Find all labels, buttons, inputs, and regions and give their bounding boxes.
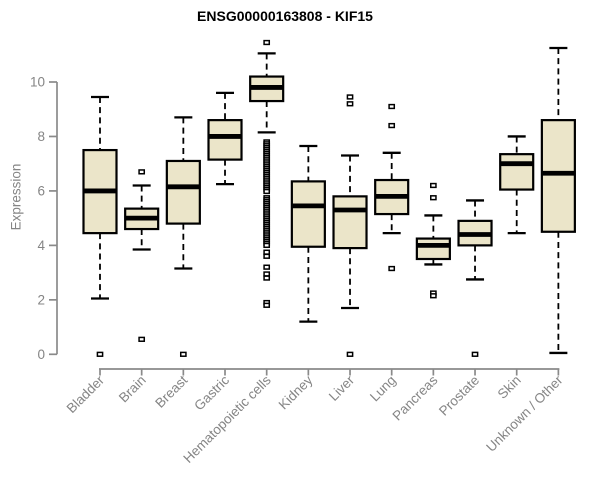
boxplot-bladder xyxy=(82,95,118,357)
x-category-label: Prostate xyxy=(436,373,482,419)
outlier-point xyxy=(388,103,396,110)
outlier-point xyxy=(388,122,396,129)
outlier-point xyxy=(430,195,437,201)
outlier-point xyxy=(471,351,479,357)
outlier-point xyxy=(263,188,271,195)
x-category-label: Bladder xyxy=(64,372,108,416)
x-category-label: Brain xyxy=(116,373,149,406)
outlier-point xyxy=(138,169,146,175)
outlier-point xyxy=(179,351,187,357)
x-category-label: Kidney xyxy=(276,372,316,412)
x-category-label: Breast xyxy=(152,372,190,410)
outlier-point xyxy=(430,293,437,299)
iqr-box xyxy=(290,180,326,248)
outlier-point xyxy=(263,242,271,249)
x-category-label: Liver xyxy=(326,372,358,404)
outlier-point xyxy=(346,101,354,107)
y-tick-label: 10 xyxy=(30,75,45,90)
outlier-point xyxy=(263,39,271,46)
outlier-point xyxy=(346,351,354,357)
boxplot-lung xyxy=(374,103,410,272)
outlier-point xyxy=(263,302,271,308)
outlier-point xyxy=(96,351,104,357)
boxplot-unknown-other xyxy=(540,46,576,355)
outlier-point xyxy=(263,264,271,270)
iqr-box xyxy=(415,237,451,261)
boxplot-kidney xyxy=(290,144,326,323)
outlier-point xyxy=(263,275,271,281)
iqr-box xyxy=(540,119,576,233)
iqr-box xyxy=(165,159,201,225)
iqr-box xyxy=(499,153,535,191)
boxplot-gastric xyxy=(207,91,243,186)
outlier-point xyxy=(430,182,437,189)
boxplot-breast xyxy=(165,116,201,357)
boxplot-prostate xyxy=(457,199,493,357)
y-tick-label: 8 xyxy=(37,129,45,144)
outlier-point xyxy=(263,249,271,255)
x-category-label: Skin xyxy=(495,373,524,402)
x-category-label: Lung xyxy=(367,373,399,405)
iqr-box xyxy=(207,119,243,161)
boxplot-skin xyxy=(499,135,535,235)
outlier-point xyxy=(388,265,396,272)
x-category-label: Gastric xyxy=(191,372,232,413)
boxplot-pancreas xyxy=(415,182,451,299)
y-tick-label: 0 xyxy=(37,347,45,362)
boxplot-hematopoietic-cells xyxy=(249,39,285,308)
outlier-point xyxy=(263,253,271,259)
iqr-box xyxy=(332,195,368,250)
outlier-point xyxy=(138,336,146,342)
x-category-label: Pancreas xyxy=(390,372,441,423)
chart-title: ENSG00000163808 - KIF15 xyxy=(197,8,373,24)
outlier-point xyxy=(263,271,271,277)
y-axis-title: Expression xyxy=(8,163,24,231)
y-tick-label: 2 xyxy=(37,292,45,307)
boxplot-brain xyxy=(124,169,160,342)
y-tick-label: 6 xyxy=(37,183,45,198)
outlier-point xyxy=(346,94,354,100)
x-category-label: Unknown / Other xyxy=(483,372,566,455)
y-tick-label: 4 xyxy=(37,238,45,253)
boxplot-liver xyxy=(332,94,368,357)
y-axis: 0 2 4 6 8 10 xyxy=(30,75,58,362)
